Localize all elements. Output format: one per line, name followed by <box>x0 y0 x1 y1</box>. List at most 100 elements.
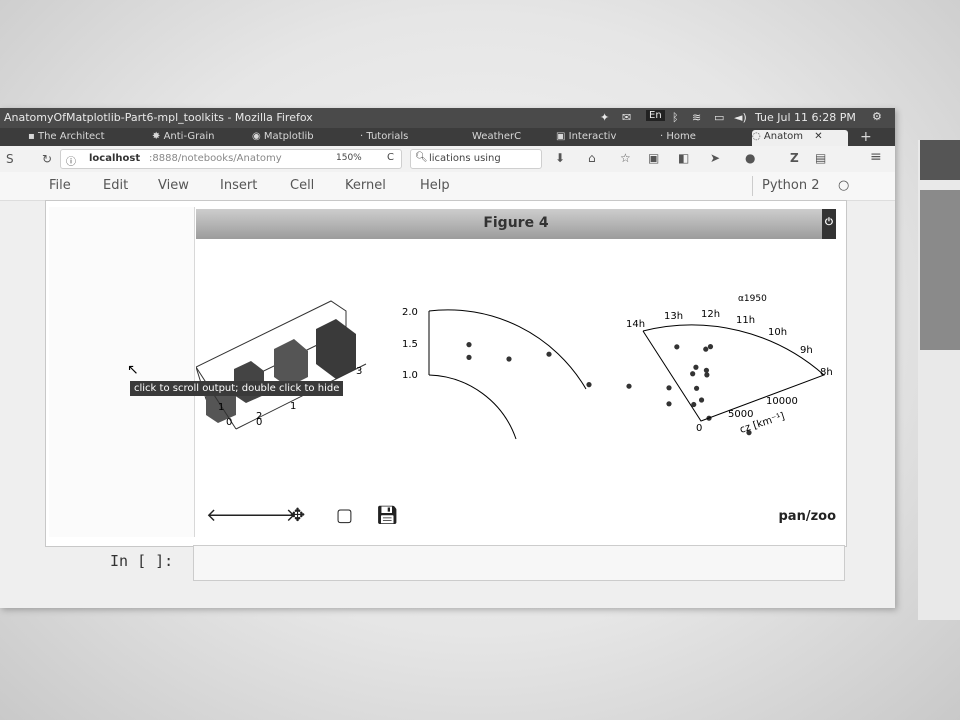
figure-mode: pan/zoo <box>778 509 836 524</box>
bookmark-star-icon[interactable]: ☆ <box>620 151 631 165</box>
zoom-rect-icon[interactable]: ▢ <box>336 505 354 526</box>
kernel-status-icon: ○ <box>838 178 850 193</box>
tab-interactive[interactable]: ▣ Interactiv <box>556 131 644 145</box>
menu-edit[interactable]: Edit <box>103 178 129 193</box>
tab-matplotlib[interactable]: ◉ Matplotlib <box>252 131 342 145</box>
favicon-icon: ▪ <box>28 131 38 142</box>
polar-radial-tick: 5000 <box>728 409 753 420</box>
screenshot-icon[interactable]: ◧ <box>678 151 690 165</box>
browser-window: AnatomyOfMatplotlib-Part6-mpl_toolkits -… <box>0 108 895 608</box>
tab-anti-grain[interactable]: ✸ Anti-Grain <box>152 131 248 145</box>
subplot-curvilinear: 1.0 1.5 2.0 <box>402 307 752 440</box>
bluetooth-icon: ᛒ <box>672 111 679 124</box>
zoom-level[interactable]: 150% <box>336 153 362 163</box>
tab-label: Tutorials <box>366 131 409 142</box>
favicon-icon: ◉ <box>252 131 264 142</box>
reload-icon[interactable]: ↻ <box>42 152 53 166</box>
send-icon[interactable]: ➤ <box>710 151 721 165</box>
bar3d-axis <box>195 366 237 430</box>
polar-ra-label: 12h <box>701 309 720 320</box>
url-field[interactable]: ⓘ localhost :8888/notebooks/Anatomy 150%… <box>60 149 402 169</box>
subplot-polar-sector: 14h 13h 12h 11h 10h 9h 8h α1950 0 5000 1… <box>626 294 833 436</box>
tab-label: The Architect <box>37 131 105 142</box>
curv-point <box>586 382 592 388</box>
polar-ra-label: 11h <box>736 315 755 326</box>
curv-point <box>746 430 752 436</box>
navigation-toolbar: S ↻ ⓘ localhost :8888/notebooks/Anatomy … <box>0 146 895 173</box>
menu-kernel[interactable]: Kernel <box>345 178 386 193</box>
search-input[interactable]: 🔍︎ lications using <box>410 149 542 169</box>
polar-radial-tick: 0 <box>696 423 702 434</box>
favicon-icon: · <box>660 131 667 142</box>
curv-points <box>466 342 752 436</box>
tab-anatomy-active[interactable]: ◌ Anatom ✕ <box>752 130 848 147</box>
hamburger-menu-icon[interactable]: ≡ <box>870 149 882 165</box>
home-icon[interactable]: ⌂ <box>588 151 596 165</box>
volume-icon: ◄) <box>734 111 747 124</box>
figure-canvas[interactable]: 0 1 2 3 0 1 1.0 1.5 2.0 <box>195 239 836 499</box>
url-host: localhost <box>89 153 141 164</box>
favicon-icon: ▣ <box>556 131 569 142</box>
code-cell-input[interactable] <box>193 545 845 581</box>
save-figure-icon[interactable]: 💾︎ <box>376 505 399 526</box>
polar-point <box>698 397 705 403</box>
menu-help[interactable]: Help <box>420 178 450 193</box>
tab-architect[interactable]: ▪ The Architect <box>28 131 128 145</box>
curv-point <box>466 342 472 348</box>
pocket-icon[interactable]: ▣ <box>648 151 660 165</box>
polar-sector-outline <box>642 324 825 422</box>
output-tooltip: click to scroll output; double click to … <box>130 381 344 396</box>
curv-tick-1.5: 1.5 <box>402 339 418 350</box>
polar-ra-label: 13h <box>664 311 683 322</box>
bar3d-tick: 2 <box>256 411 262 422</box>
menu-view[interactable]: View <box>158 178 189 193</box>
tab-weather[interactable]: WeatherC <box>472 131 542 145</box>
tab-label: WeatherC <box>472 131 522 142</box>
polar-epoch-label: α1950 <box>738 294 767 304</box>
kernel-name: Python 2 <box>762 178 820 193</box>
figure-toolbar: 🡐 🡒 ✥ ▢ 💾︎ pan/zoo <box>196 501 836 531</box>
menu-cell[interactable]: Cell <box>290 178 315 193</box>
polar-point <box>693 385 700 391</box>
zotero-icon[interactable]: Z <box>790 151 799 165</box>
language-indicator[interactable]: En <box>646 110 665 121</box>
polar-ra-label: 10h <box>768 327 787 338</box>
bar3d-tick: 0 <box>226 417 232 428</box>
bar3d-tick: 0 <box>256 417 262 428</box>
download-icon[interactable]: ⬇ <box>555 151 566 165</box>
output-prompt-area[interactable] <box>49 207 195 537</box>
extension-icon[interactable]: ● <box>745 151 756 165</box>
tab-label: Home <box>666 131 696 142</box>
subplot-3d-bars: 0 1 2 3 0 1 <box>195 300 367 430</box>
polar-points <box>674 343 714 408</box>
window-title: AnatomyOfMatplotlib-Part6-mpl_toolkits -… <box>4 111 313 124</box>
menu-file[interactable]: File <box>49 178 71 193</box>
polar-point <box>693 364 699 370</box>
bar3d-tick: 1 <box>290 401 296 412</box>
clock-text[interactable]: Tue Jul 11 6:28 PM <box>755 111 856 124</box>
new-tab-icon[interactable]: + <box>860 129 872 145</box>
bar3d-bar <box>316 319 356 379</box>
title-bar: AnatomyOfMatplotlib-Part6-mpl_toolkits -… <box>0 108 895 128</box>
curv-point <box>506 356 512 362</box>
reload-page-icon[interactable]: C <box>387 152 394 163</box>
forward-arrow-icon[interactable]: 🡒 <box>248 505 297 526</box>
menu-insert[interactable]: Insert <box>220 178 258 193</box>
back-icon[interactable]: S <box>6 152 14 166</box>
polar-ra-label: 8h <box>820 367 833 378</box>
bar3d-axis <box>235 363 367 430</box>
mail-icon: ✉ <box>622 111 632 124</box>
bar3d-tick: 1 <box>218 402 224 413</box>
output-cell: Figure 4 ⏻ 0 1 2 3 0 <box>45 200 847 547</box>
settings-icon[interactable]: ⚙ <box>872 110 882 123</box>
close-figure-icon[interactable]: ⏻ <box>822 209 836 239</box>
pan-icon[interactable]: ✥ <box>290 505 306 526</box>
tab-tutorials[interactable]: · Tutorials <box>360 131 450 145</box>
divider <box>752 176 753 196</box>
favicon-icon: ◌ <box>752 131 764 142</box>
tab-label: Anti-Grain <box>163 131 215 142</box>
back-arrow-icon[interactable]: 🡐 <box>206 505 255 526</box>
tab-home[interactable]: · Home <box>660 131 740 145</box>
close-tab-icon[interactable]: ✕ <box>814 131 823 142</box>
extension-icon-2[interactable]: ▤ <box>815 151 827 165</box>
